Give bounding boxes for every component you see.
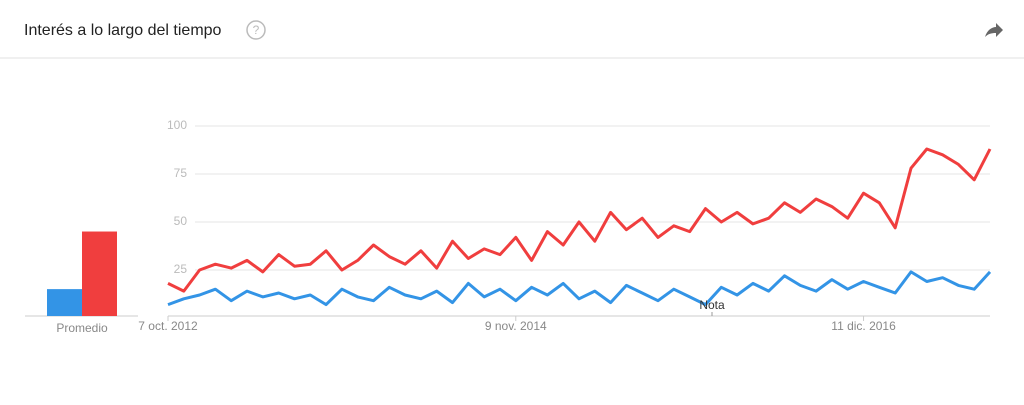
trend-line: [167, 270, 992, 307]
y-tick-label: 75: [174, 166, 188, 180]
x-tick-label: 9 nov. 2014: [485, 319, 547, 333]
x-tick-label: 11 dic. 2016: [831, 319, 896, 333]
share-icon[interactable]: [985, 23, 1003, 37]
y-tick-label: 50: [174, 214, 188, 228]
average-bar: [82, 231, 117, 316]
x-tick-label: 7 oct. 2012: [138, 319, 198, 333]
help-icon[interactable]: ?: [246, 20, 266, 40]
category-label: Promedio: [56, 321, 108, 335]
y-tick-label: 25: [174, 262, 188, 276]
average-bar: [47, 289, 82, 316]
svg-text:?: ?: [253, 23, 260, 37]
note-label: Nota: [699, 298, 725, 312]
header-title: Interés a lo largo del tiempo: [24, 22, 222, 39]
y-tick-label: 100: [167, 118, 187, 132]
trend-line: [167, 147, 992, 293]
